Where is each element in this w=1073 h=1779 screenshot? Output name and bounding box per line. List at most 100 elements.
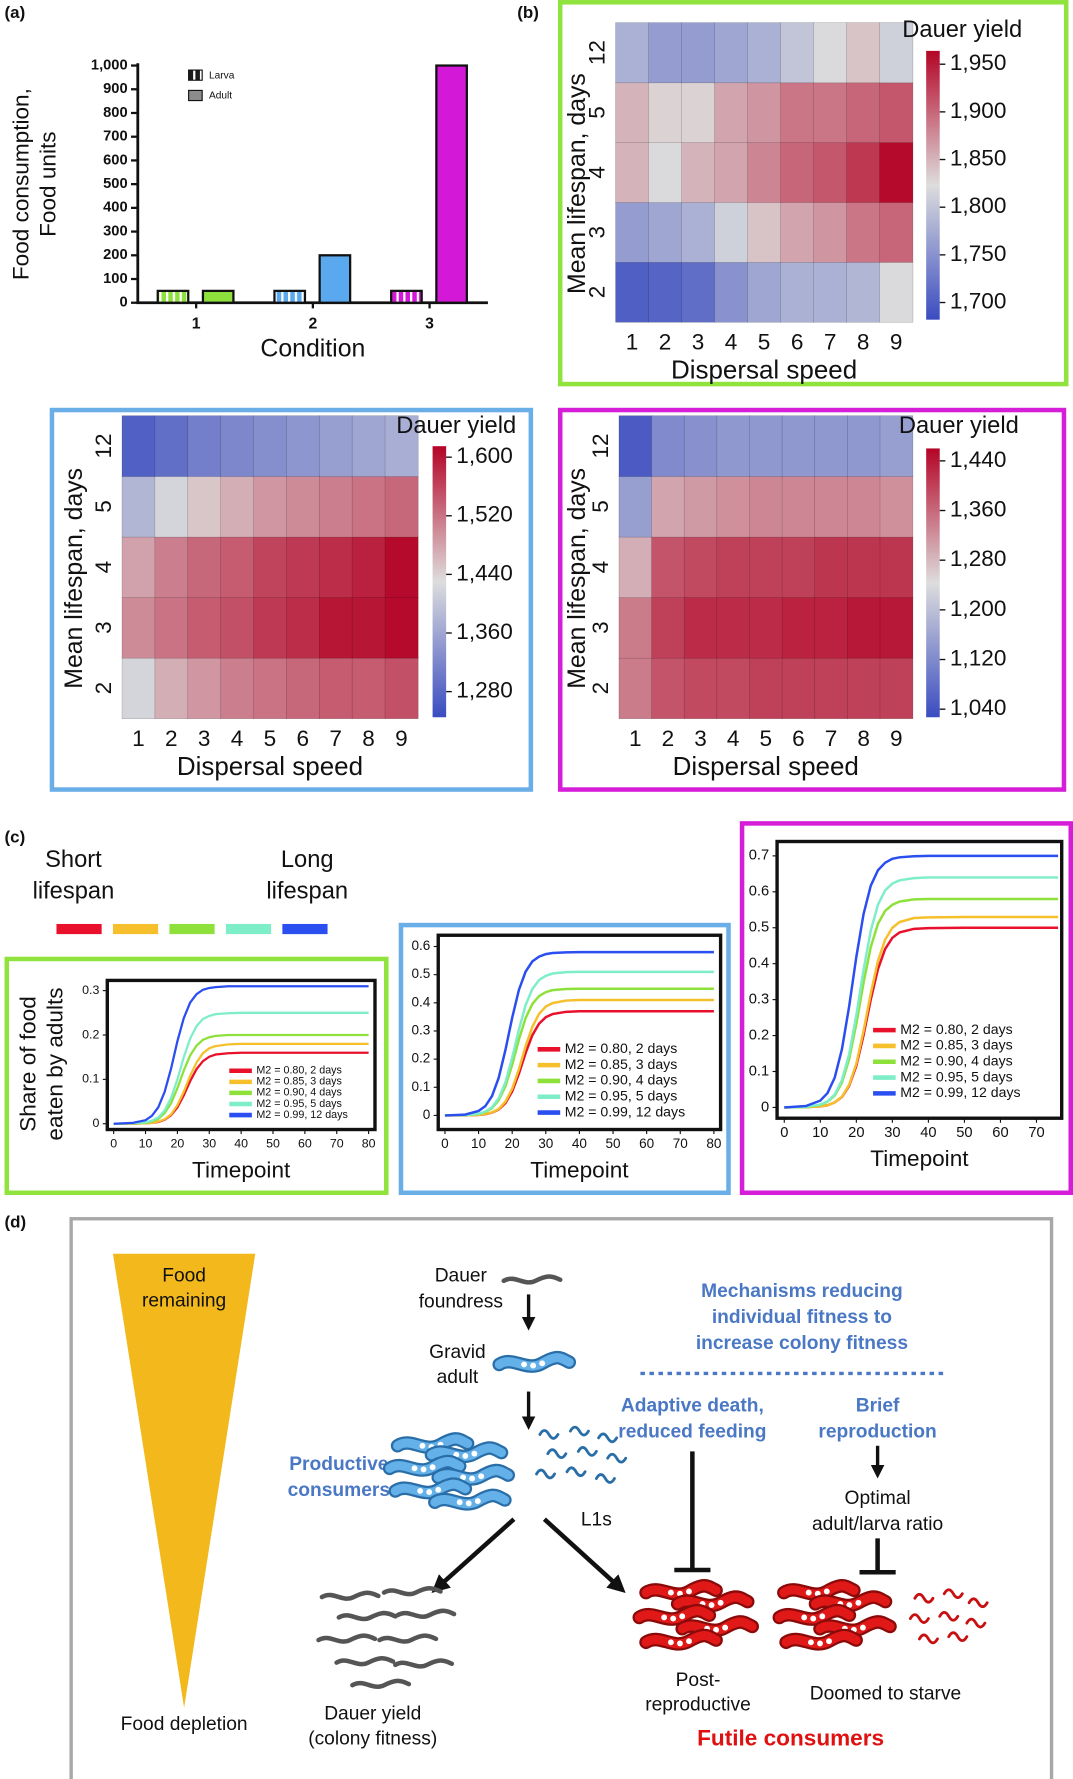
x-tick-label: 4	[231, 726, 244, 751]
heatmap-cell	[846, 261, 881, 323]
y-tick-label: 5	[91, 500, 116, 513]
x-tick-label: 60	[639, 1136, 654, 1151]
x-tick-label: 50	[956, 1125, 972, 1141]
lifespan-color	[112, 923, 159, 935]
heatmap-cell	[220, 597, 255, 659]
x-tick-label: 40	[920, 1125, 936, 1141]
heatmap-cell	[780, 261, 815, 323]
heatmap-cell	[615, 22, 650, 84]
heatmap-cell	[681, 142, 716, 203]
x-tick-label: 7	[329, 726, 342, 751]
y-tick-label: 2	[585, 286, 610, 299]
y-tick-label: 100	[103, 271, 127, 287]
legend-label: M2 = 0.95, 5 days	[256, 1098, 342, 1110]
legend-text: Short	[45, 847, 102, 873]
heatmap-cell	[253, 536, 288, 598]
heatmap-cell	[879, 536, 914, 598]
legend-swatch	[188, 89, 203, 102]
x-tick-label: 20	[171, 1136, 185, 1150]
heatmap-cell	[747, 142, 782, 203]
plot-border	[436, 933, 723, 1132]
y-tick-label: 5	[588, 500, 613, 513]
heatmap-cell	[814, 657, 848, 720]
colorbar-tick-label: 1,360	[950, 496, 1007, 521]
bar	[156, 289, 190, 304]
heatmap-cell	[749, 657, 783, 720]
heatmap-cell	[814, 536, 848, 598]
x-tick-label: 6	[792, 726, 805, 751]
series-line	[113, 1011, 369, 1125]
y-tick-label: 4	[585, 166, 610, 179]
panel-frame	[4, 956, 389, 1196]
heatmap-cell	[847, 657, 881, 720]
y-tick-label: 0	[92, 1116, 99, 1130]
colorbar-title: Dauer yield	[396, 413, 516, 439]
panel-frame	[69, 1217, 1054, 1779]
y-tick-label: 800	[103, 105, 127, 121]
heatmap-cell	[121, 657, 156, 720]
heatmap-cell	[879, 142, 914, 203]
y-tick-label: 500	[103, 176, 127, 192]
heatmap-cell	[683, 475, 718, 538]
heatmap-cell	[615, 261, 650, 323]
plot-border	[105, 978, 377, 1132]
legend-label: M2 = 0.85, 3 days	[900, 1037, 1013, 1053]
heatmap-cell	[220, 657, 255, 720]
bar	[201, 289, 235, 304]
heatmap-cell	[351, 657, 386, 720]
y-tick-label: 0.1	[82, 1072, 99, 1086]
y-tick-label: 0.4	[411, 994, 430, 1009]
y-tick-label: 300	[103, 223, 127, 239]
y-tick-label: 12	[91, 433, 116, 458]
lifespan-color	[169, 923, 215, 935]
y-tick-label: 5	[585, 106, 610, 119]
heatmap-cell	[681, 22, 716, 84]
x-tick-label: 4	[727, 726, 740, 751]
x-tick-label: 8	[857, 329, 870, 354]
label: Optimal	[845, 1488, 911, 1509]
legend-label: M2 = 0.80, 2 days	[256, 1065, 342, 1077]
heatmap-cell	[648, 82, 683, 143]
heatmap-cell	[648, 142, 683, 203]
heatmap-cell	[847, 475, 881, 538]
heatmap-cell	[714, 201, 749, 263]
heatmap-cell	[780, 82, 815, 143]
y-tick-label: 0.1	[411, 1079, 430, 1094]
heatmap-cell	[648, 22, 683, 84]
x-tick-label: 6	[791, 329, 804, 354]
series-line	[784, 876, 1059, 1109]
colorbar-tick-label: 1,200	[950, 596, 1007, 621]
label: consumers	[288, 1480, 390, 1501]
heatmap-cell	[286, 415, 320, 477]
label: L1s	[581, 1509, 612, 1530]
heatmap-cell	[747, 201, 782, 263]
heatmap-cell	[813, 142, 848, 203]
y-axis-title: Share of food	[15, 996, 40, 1132]
x-tick-label: 60	[298, 1136, 312, 1150]
x-tick-label: 30	[202, 1136, 216, 1150]
heatmap-cell	[716, 475, 751, 538]
x-tick-label: 10	[471, 1136, 486, 1151]
y-axis-title: Mean lifespan, days	[61, 468, 88, 689]
x-tick-label: 8	[857, 726, 870, 751]
colorbar	[432, 446, 447, 718]
x-tick-label: 2	[165, 726, 178, 751]
x-tick-label: 0	[780, 1125, 788, 1141]
heatmap-cell	[781, 597, 816, 659]
legend-label: M2 = 0.99, 12 days	[565, 1103, 685, 1119]
heatmap-cell	[618, 597, 653, 659]
y-tick-label: 0.2	[82, 1027, 99, 1041]
y-tick-label: 0.3	[82, 983, 99, 997]
heatmap-cell	[286, 475, 320, 538]
heatmap-cell	[814, 415, 848, 477]
series-line	[784, 854, 1059, 1109]
heatmap-cell	[351, 536, 386, 598]
arrow	[542, 1517, 626, 1594]
heatmap-cell	[351, 597, 386, 659]
heatmap-cell	[384, 536, 419, 598]
inhibition	[859, 1538, 896, 1575]
heatmap-cell	[154, 475, 189, 538]
x-axis-title: Timepoint	[192, 1157, 291, 1182]
y-tick-label: 0.1	[749, 1063, 769, 1079]
